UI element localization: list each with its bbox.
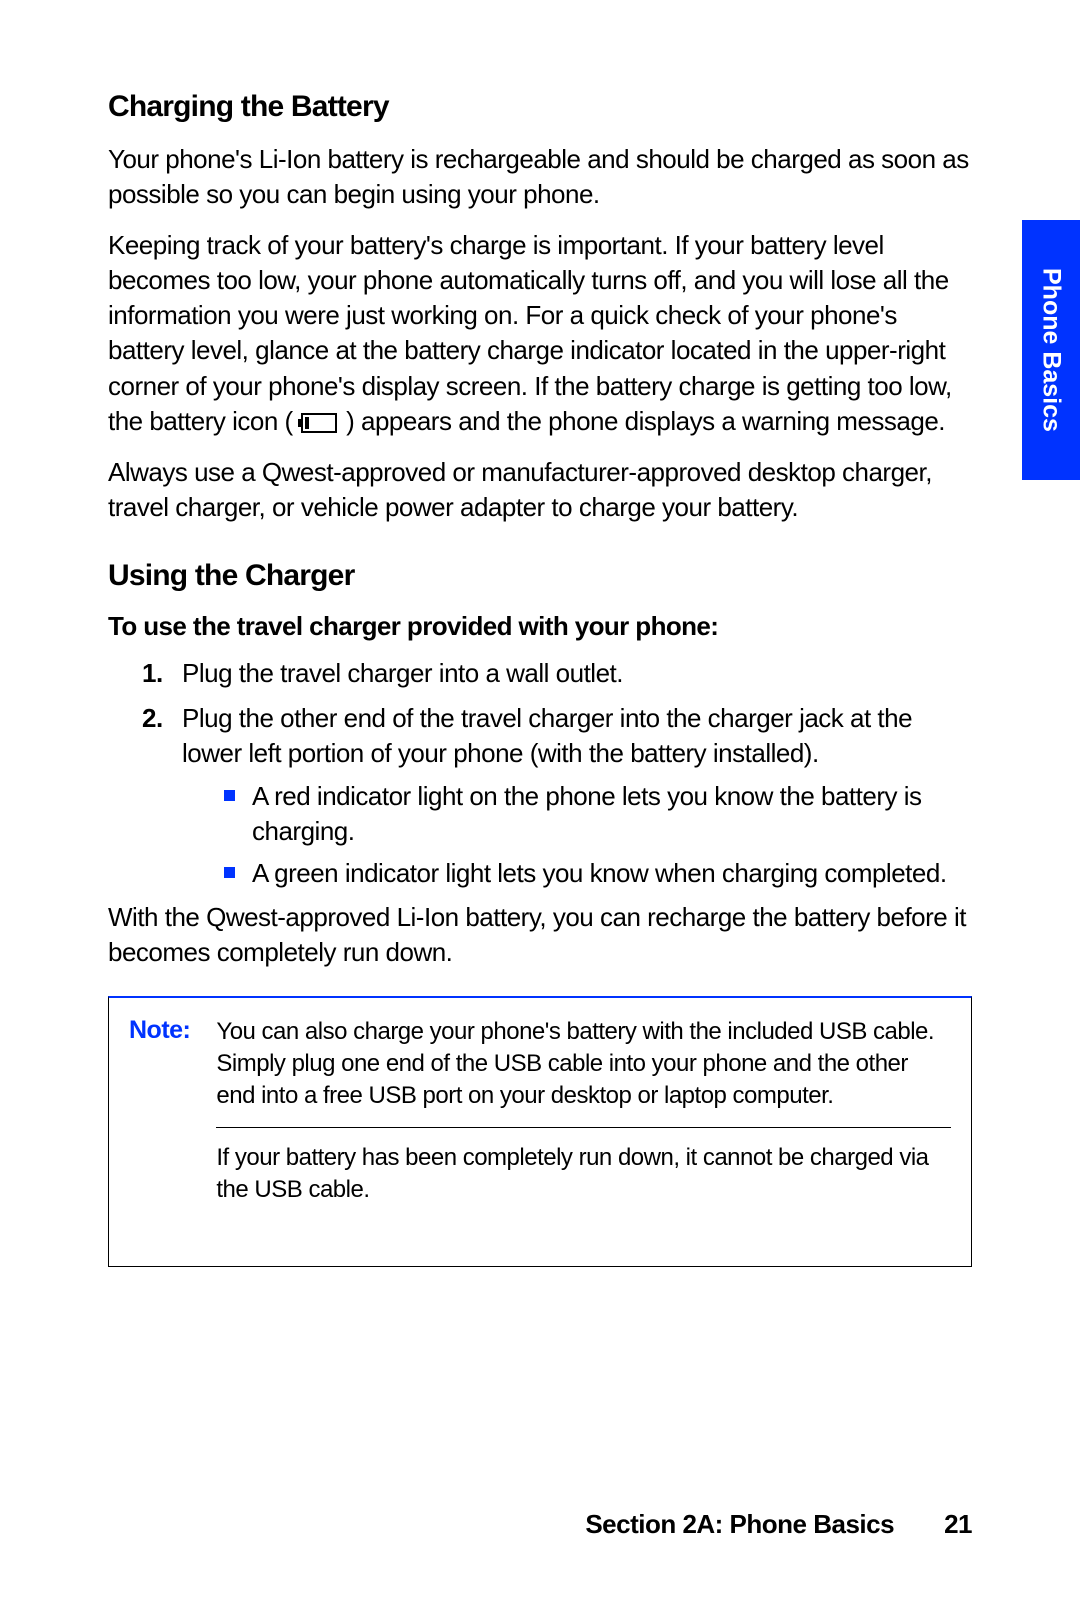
- side-tab-label: Phone Basics: [1037, 268, 1066, 432]
- step-2-text: Plug the other end of the travel charger…: [182, 703, 912, 768]
- step-1: Plug the travel charger into a wall outl…: [142, 656, 972, 691]
- note-p2: If your battery has been completely run …: [216, 1142, 951, 1205]
- note-box: Note: You can also charge your phone's b…: [108, 996, 972, 1266]
- side-tab: Phone Basics: [1022, 220, 1080, 480]
- subheading-travel-charger: To use the travel charger provided with …: [108, 611, 972, 642]
- note-body: You can also charge your phone's battery…: [216, 1016, 951, 1205]
- para-battery-track-b: ) appears and the phone displays a warni…: [346, 406, 945, 436]
- footer-section: Section 2A: Phone Basics: [585, 1509, 894, 1540]
- para-recharge: With the Qwest-approved Li-Ion battery, …: [108, 900, 972, 970]
- note-divider: [216, 1127, 951, 1128]
- bullet-green: A green indicator light lets you know wh…: [224, 856, 972, 890]
- note-p1: You can also charge your phone's battery…: [216, 1016, 951, 1111]
- heading-charging-battery: Charging the Battery: [108, 90, 972, 124]
- para-approved-charger: Always use a Qwest-approved or manufactu…: [108, 455, 972, 525]
- bullet-red: A red indicator light on the phone lets …: [224, 779, 972, 848]
- para-battery-track: Keeping track of your battery's charge i…: [108, 228, 972, 439]
- footer-page-number: 21: [944, 1509, 972, 1540]
- page-content: Charging the Battery Your phone's Li-Ion…: [0, 0, 1080, 1267]
- para-intro: Your phone's Li-Ion battery is rechargea…: [108, 142, 972, 212]
- battery-icon: [301, 413, 337, 433]
- page-footer: Section 2A: Phone Basics 21: [585, 1509, 972, 1540]
- bullets-list: A red indicator light on the phone lets …: [224, 779, 972, 890]
- note-label: Note:: [129, 1016, 190, 1205]
- steps-list: Plug the travel charger into a wall outl…: [142, 656, 972, 890]
- step-2: Plug the other end of the travel charger…: [142, 701, 972, 890]
- heading-using-charger: Using the Charger: [108, 559, 972, 593]
